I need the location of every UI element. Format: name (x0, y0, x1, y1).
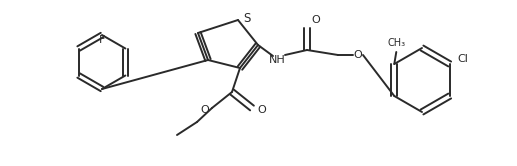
Text: O: O (257, 105, 266, 115)
Text: O: O (354, 50, 362, 60)
Text: S: S (243, 11, 250, 25)
Text: Cl: Cl (458, 54, 468, 64)
Text: O: O (311, 15, 320, 25)
Text: O: O (200, 105, 209, 115)
Text: NH: NH (269, 55, 285, 65)
Text: F: F (99, 35, 105, 45)
Text: CH₃: CH₃ (387, 38, 405, 48)
